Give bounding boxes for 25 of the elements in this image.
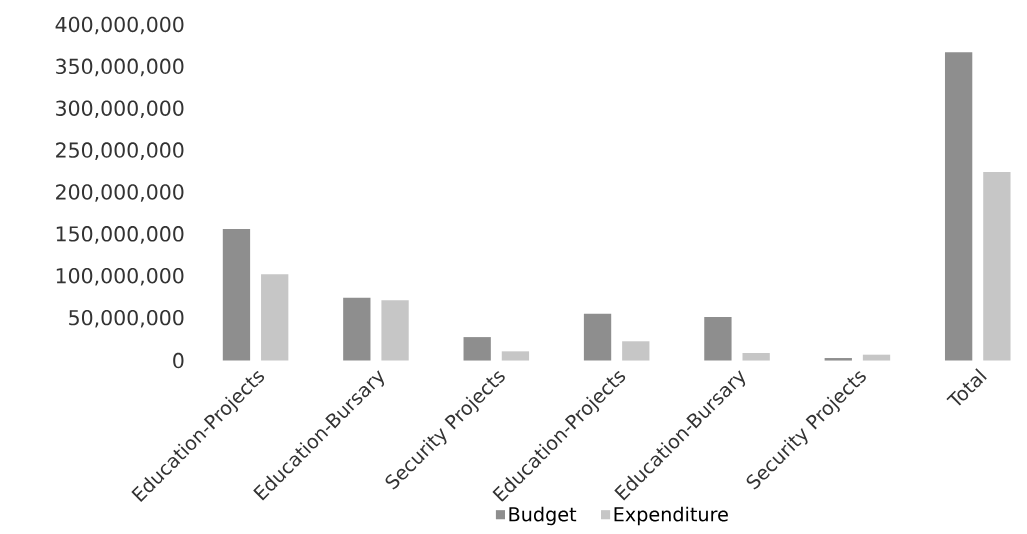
legend-label: Expenditure <box>614 506 728 526</box>
bar <box>222 229 251 361</box>
y-tick-label: 200,000,000 <box>56 184 184 203</box>
y-tick-label: 0 <box>173 353 184 369</box>
bar <box>983 172 1011 361</box>
bar <box>381 300 409 361</box>
y-tick-label: 150,000,000 <box>56 226 184 244</box>
bar <box>261 274 289 361</box>
legend-label: Budget <box>509 506 577 526</box>
bar <box>583 313 612 361</box>
y-tick-label: 250,000,000 <box>56 142 184 161</box>
bar <box>742 353 770 361</box>
bar <box>501 351 530 361</box>
bar <box>622 341 650 361</box>
bar <box>944 52 973 361</box>
y-tick-label: 300,000,000 <box>56 100 184 119</box>
bar <box>824 358 852 361</box>
y-tick-label: 350,000,000 <box>56 58 184 77</box>
y-tick-label: 100,000,000 <box>56 268 184 286</box>
y-tick-label: 400,000,000 <box>55 16 184 35</box>
bar <box>862 354 891 361</box>
y-tick-label: 50,000,000 <box>69 310 184 328</box>
bar <box>343 297 371 361</box>
bar <box>463 337 491 361</box>
bar <box>704 317 732 361</box>
